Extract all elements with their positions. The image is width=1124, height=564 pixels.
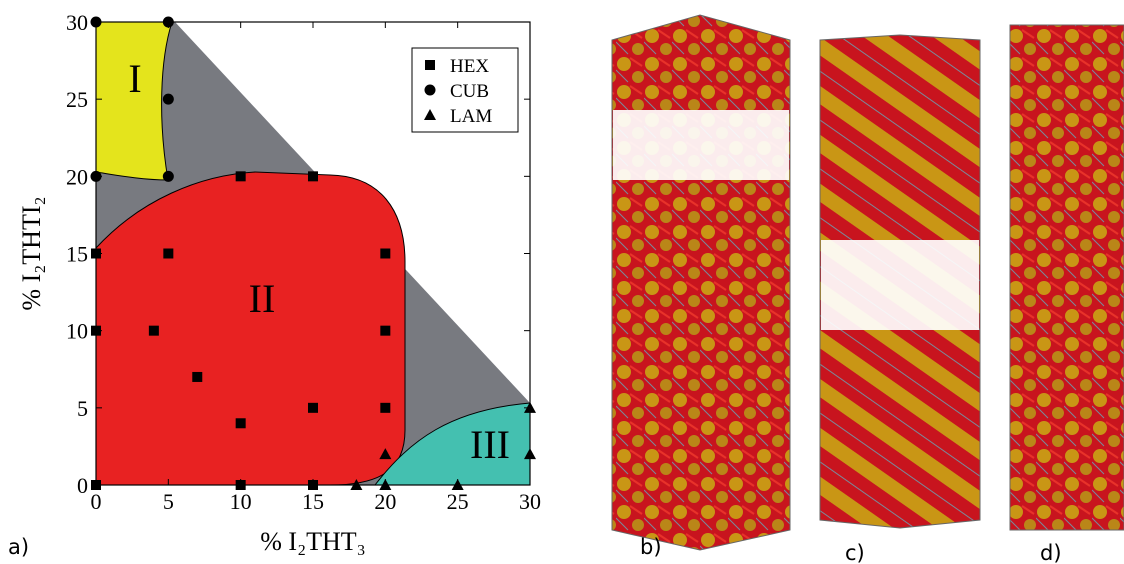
y-tick-label: 15 xyxy=(66,242,88,267)
marker-square xyxy=(236,418,246,428)
x-tick-label: 0 xyxy=(91,489,102,514)
marker-circle xyxy=(163,94,174,105)
marker-square xyxy=(149,326,159,336)
region-label: III xyxy=(470,422,510,467)
snapshot-gap xyxy=(613,110,789,180)
marker-square xyxy=(380,326,390,336)
marker-square xyxy=(308,171,318,181)
panel-label: b) xyxy=(640,535,662,559)
x-tick-label: 10 xyxy=(230,489,252,514)
marker-square xyxy=(425,60,435,70)
legend-label: HEX xyxy=(450,56,489,77)
panel-d xyxy=(1010,25,1124,530)
marker-square xyxy=(163,249,173,259)
marker-square xyxy=(380,403,390,413)
marker-square xyxy=(308,480,318,490)
region-label: I xyxy=(128,56,141,101)
panel-label: d) xyxy=(1040,541,1062,564)
region-I xyxy=(96,22,172,180)
x-tick-label: 15 xyxy=(302,489,324,514)
legend-label: CUB xyxy=(450,81,489,102)
snapshot-d xyxy=(1010,25,1124,530)
marker-circle xyxy=(425,85,436,96)
marker-circle xyxy=(163,17,174,28)
region-II xyxy=(96,172,405,485)
marker-square xyxy=(236,171,246,181)
panel-label: a) xyxy=(8,535,29,559)
y-tick-label: 10 xyxy=(66,319,88,344)
marker-square xyxy=(236,480,246,490)
y-tick-label: 20 xyxy=(66,164,88,189)
marker-circle xyxy=(91,17,102,28)
y-axis-label: % I₂THTI₂ xyxy=(17,196,46,310)
figure: 0 5 10 15 20 25 30 0 5 10 15 20 25 30 % I₂THT₃ % I₂THTI… xyxy=(0,0,1124,564)
panel-label: c) xyxy=(845,541,865,564)
y-tick-label: 5 xyxy=(77,396,88,421)
marker-square xyxy=(308,403,318,413)
region-label: II xyxy=(249,276,276,321)
legend-label: LAM xyxy=(450,106,492,127)
y-tick-label: 25 xyxy=(66,87,88,112)
snapshot-b xyxy=(612,15,790,550)
panel-b xyxy=(612,15,790,550)
panel-c xyxy=(820,35,980,528)
y-tick-label: 30 xyxy=(66,10,88,35)
marker-square xyxy=(91,249,101,259)
x-axis-label: % I₂THT₃ xyxy=(260,527,366,556)
x-tick-label: 5 xyxy=(163,489,174,514)
marker-square xyxy=(380,249,390,259)
marker-circle xyxy=(91,171,102,182)
x-tick-label: 25 xyxy=(447,489,469,514)
x-tick-label: 20 xyxy=(374,489,396,514)
marker-square xyxy=(91,480,101,490)
marker-square xyxy=(192,372,202,382)
snapshot-gap xyxy=(821,240,979,330)
marker-circle xyxy=(163,171,174,182)
x-tick-label: 30 xyxy=(519,489,541,514)
marker-square xyxy=(91,326,101,336)
y-tick-label: 0 xyxy=(77,473,88,498)
